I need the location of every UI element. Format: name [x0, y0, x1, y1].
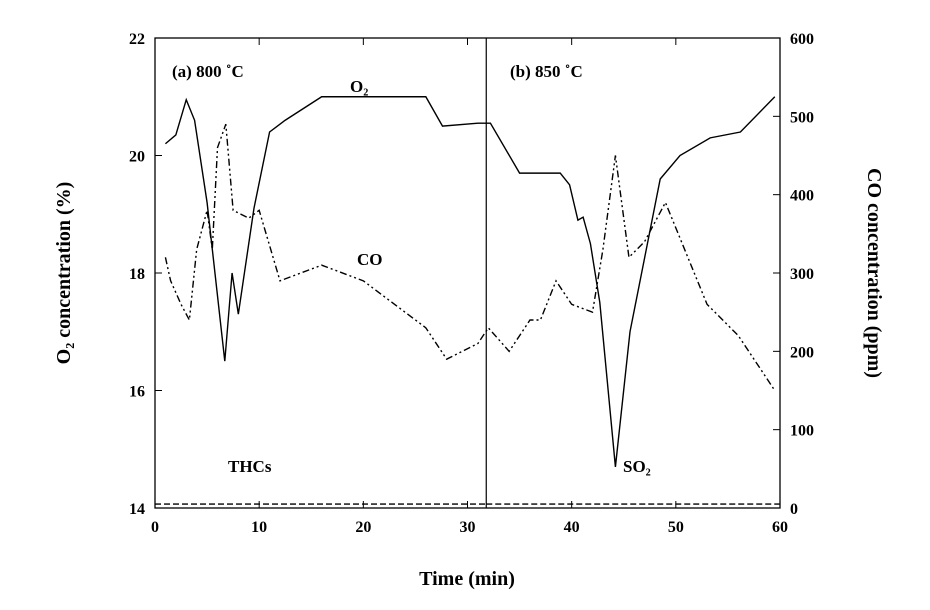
y2-tick-label: 300	[790, 266, 814, 283]
y-tick-label: 14	[129, 501, 145, 518]
plot-frame	[154, 37, 781, 509]
series-label: SO₂	[623, 457, 651, 476]
x-tick-label: 0	[151, 519, 159, 536]
y2-axis-label: CO concentration (ppm)	[863, 168, 885, 378]
panel-label: (a) 800 ˚C	[172, 62, 244, 81]
panel-label: (b) 850 ˚C	[510, 62, 583, 81]
x-tick-label: 40	[564, 519, 580, 536]
x-tick-label: 20	[355, 519, 371, 536]
y-axis-label: O₂ concentration (%)	[53, 182, 75, 365]
x-tick-label: 60	[772, 519, 788, 536]
x-tick-label: 30	[460, 519, 476, 536]
y-tick-label: 22	[129, 31, 145, 48]
y2-tick-label: 200	[790, 344, 814, 361]
y-tick-label: 20	[129, 149, 145, 166]
series-label: O₂	[350, 77, 368, 96]
series-line	[164, 123, 776, 391]
y2-tick-label: 500	[790, 109, 814, 126]
x-axis-label: Time (min)	[419, 568, 515, 590]
x-tick-label: 50	[668, 519, 684, 536]
y2-tick-label: 0	[790, 501, 798, 518]
y-tick-label: 18	[129, 266, 145, 283]
y2-tick-label: 400	[790, 188, 814, 205]
series-label: CO	[357, 250, 383, 269]
x-tick-label: 10	[251, 519, 267, 536]
y-tick-label: 16	[129, 384, 145, 401]
y2-tick-label: 100	[790, 423, 814, 440]
y2-tick-label: 600	[790, 31, 814, 48]
series-label: THCs	[228, 457, 272, 476]
series-line	[164, 96, 776, 467]
